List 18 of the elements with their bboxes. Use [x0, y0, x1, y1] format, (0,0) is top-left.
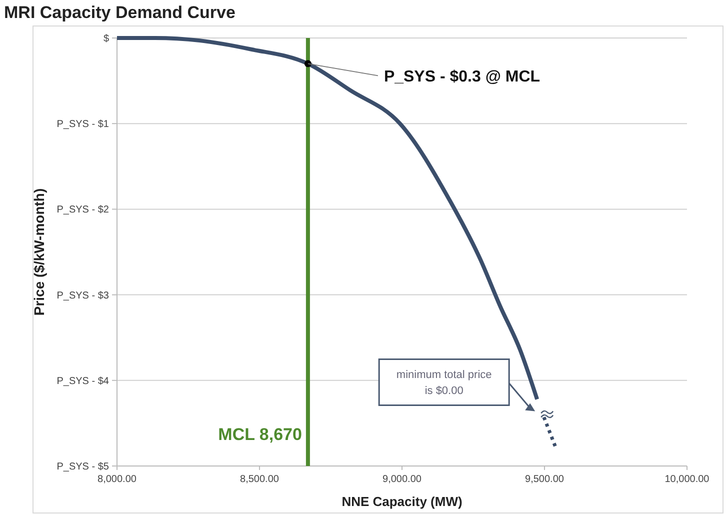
x-axis-title: NNE Capacity (MW) — [342, 494, 462, 509]
x-tick-label: 8,500.00 — [240, 474, 280, 485]
y-tick-label: P_SYS - $2 — [56, 204, 110, 216]
y-tick-label: P_SYS - $1 — [56, 119, 110, 130]
y-tick-label: P_SYS - $5 — [56, 462, 110, 472]
y-tick-label: P_SYS - $3 — [56, 290, 110, 302]
y-tick-label: P_SYS - $4 — [56, 376, 110, 387]
x-tick-label: 10,000.00 — [664, 474, 710, 485]
y-tick-label: $ — [103, 34, 110, 44]
y-axis-title: Price ($/kW-month) — [31, 188, 47, 316]
x-tick-label: 9,500.00 — [525, 474, 564, 485]
ref-line-label: MCL 8,670 — [218, 425, 302, 444]
line-series — [115, 36, 540, 402]
annotation: minimum total price is $0.00 — [396, 369, 492, 398]
chart-title: MRI Capacity Demand Curve — [4, 3, 236, 22]
x-tick-label: 8,000.00 — [98, 474, 137, 485]
x-tick-label: 9,000.00 — [382, 474, 422, 485]
annotation: P_SYS - $0.3 @ MCL — [384, 68, 540, 86]
